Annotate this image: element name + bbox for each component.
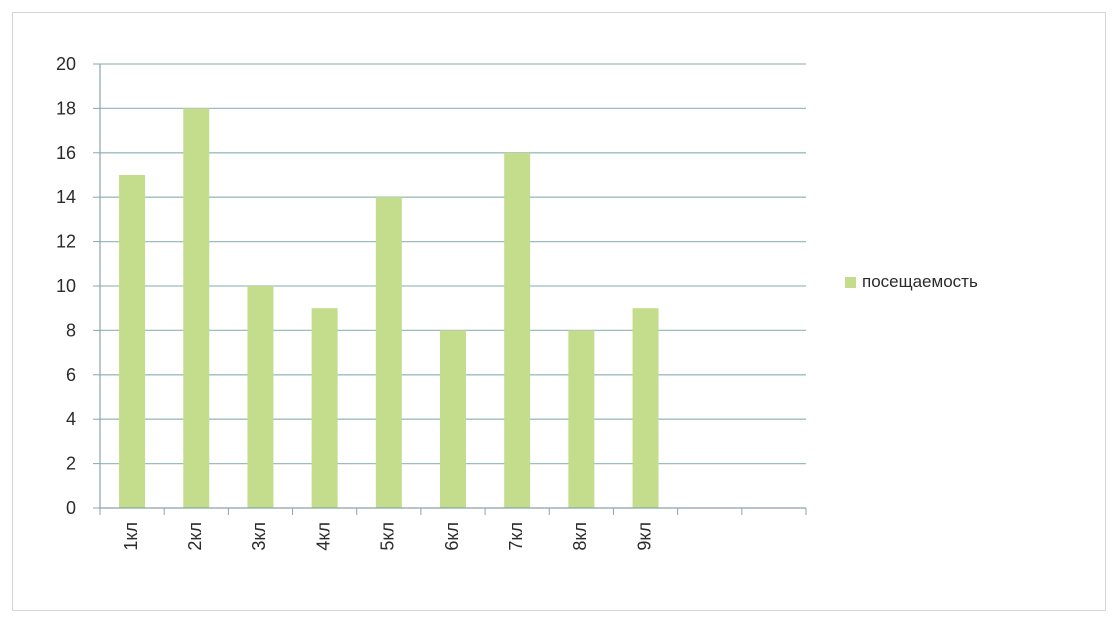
legend-label-posechaemost: посещаемость (862, 272, 978, 291)
gridlines (100, 63, 806, 465)
x-tick-label-9кл: 9кл (634, 522, 654, 551)
legend: посещаемость (845, 272, 978, 292)
y-tick-label-18: 18 (56, 98, 76, 118)
x-tick-label-6кл: 6кл (442, 522, 462, 551)
bar-6кл (440, 330, 466, 508)
bar-3кл (247, 286, 274, 508)
bars (119, 108, 659, 509)
bar-2кл (183, 108, 210, 509)
bar-7кл (504, 152, 531, 509)
y-tick-label-4: 4 (66, 409, 76, 429)
x-tick-label-4кл: 4кл (313, 522, 333, 551)
x-tick-label-5кл: 5кл (378, 522, 398, 551)
x-tick-label-3кл: 3кл (249, 522, 269, 551)
x-tick-label-1кл: 1кл (121, 522, 141, 551)
y-tick-labels: 0 2 4 6 8 10 12 14 16 18 20 (56, 54, 76, 518)
bar-8кл (568, 330, 595, 508)
y-tick-label-8: 8 (66, 320, 76, 340)
y-tick-label-6: 6 (66, 365, 76, 385)
y-tick-label-12: 12 (56, 232, 76, 252)
x-tick-label-2кл: 2кл (185, 522, 205, 551)
y-tick-label-16: 16 (56, 143, 76, 163)
axes (93, 63, 807, 515)
y-tick-label-2: 2 (66, 454, 76, 474)
y-tick-label-20: 20 (56, 54, 76, 74)
x-tick-label-7кл: 7кл (506, 522, 526, 551)
y-tick-label-0: 0 (66, 498, 76, 518)
y-tick-label-14: 14 (56, 187, 76, 207)
bar-9кл (632, 308, 659, 508)
bar-4кл (311, 308, 338, 508)
x-tick-labels: 1кл 2кл 3кл 4кл 5кл 6кл 7кл 8кл 9кл (121, 522, 654, 551)
x-tick-label-8кл: 8кл (570, 522, 590, 551)
bar-5кл (375, 197, 402, 508)
legend-swatch (845, 276, 856, 288)
y-tick-label-10: 10 (56, 276, 76, 296)
bar-1кл (119, 175, 146, 508)
